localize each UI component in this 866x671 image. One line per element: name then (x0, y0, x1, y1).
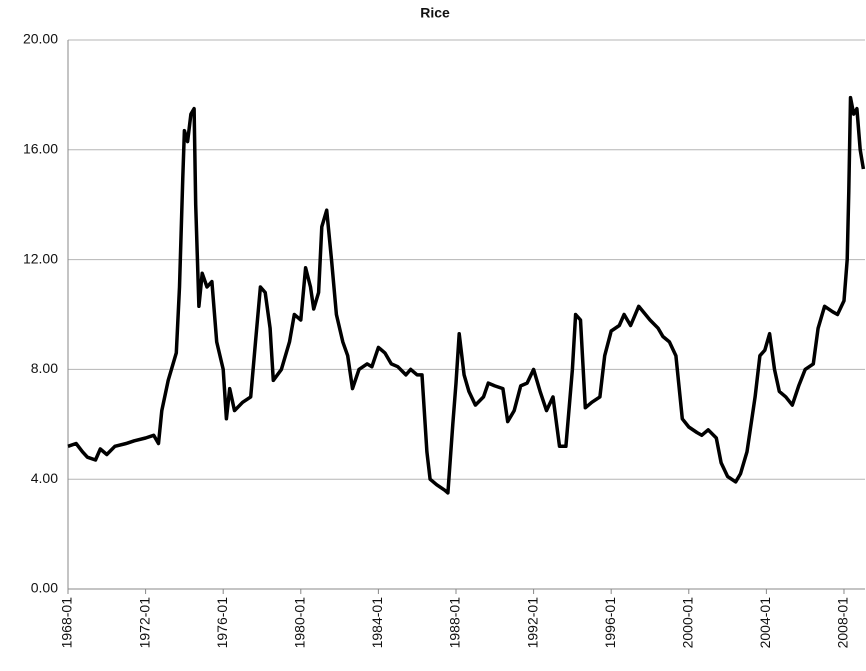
data-line (67, 95, 866, 495)
x-tick-label: 1992-01 (524, 597, 540, 649)
y-tick-label: 8.00 (31, 360, 58, 376)
x-tick-label: 1984-01 (369, 597, 385, 649)
y-tick-label: 20.00 (23, 31, 58, 47)
chart-title: Rice (420, 5, 450, 21)
x-tick-label: 2008-01 (835, 597, 851, 649)
x-tick-label: 1980-01 (291, 597, 307, 649)
x-tick-label: 2000-01 (679, 597, 695, 649)
y-tick-label: 4.00 (31, 470, 58, 486)
x-tick-label: 1988-01 (447, 597, 463, 649)
x-tick-label: 1972-01 (136, 597, 152, 649)
y-tick-label: 0.00 (31, 580, 58, 596)
x-tick-label: 1996-01 (602, 597, 618, 649)
x-tick-label: 1976-01 (214, 597, 230, 649)
x-tick-label: 1968-01 (59, 597, 75, 649)
y-tick-label: 16.00 (23, 141, 58, 157)
y-tick-label: 12.00 (23, 250, 58, 266)
x-tick-label: 2004-01 (757, 597, 773, 649)
